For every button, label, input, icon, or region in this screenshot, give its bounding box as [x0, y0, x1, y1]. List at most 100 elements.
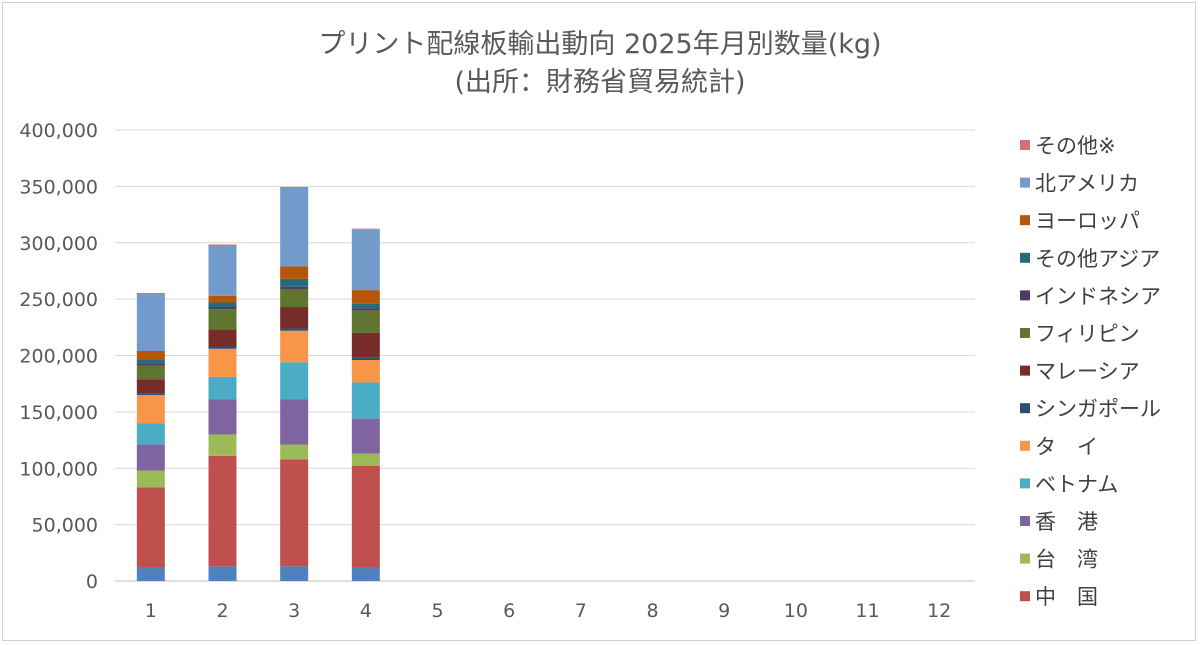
bar-segment — [351, 465, 380, 568]
legend-swatch — [1020, 215, 1030, 226]
legend-label: シンガポール — [1035, 397, 1161, 421]
bar-segment — [351, 360, 380, 383]
legend-label: マレーシア — [1035, 360, 1140, 384]
y-tick-label: 400,000 — [19, 120, 98, 142]
legend-label: 台 湾 — [1035, 548, 1098, 572]
bar-segment — [351, 228, 380, 230]
bar-segment — [280, 328, 309, 331]
bar-segment — [351, 310, 380, 333]
bar-segment — [351, 290, 380, 304]
bar-segment — [136, 365, 165, 380]
bar-segment — [351, 229, 380, 291]
y-tick-label: 300,000 — [19, 233, 98, 255]
legend-label: その他※ — [1035, 134, 1116, 158]
bar-segment — [136, 363, 165, 366]
bar-segment — [136, 350, 165, 361]
x-tick-label: 11 — [855, 600, 879, 622]
y-tick-label: 0 — [86, 571, 98, 593]
y-tick-label: 150,000 — [19, 402, 98, 424]
legend-label: タ イ — [1035, 435, 1098, 459]
legend-label: 中 国 — [1035, 585, 1098, 609]
bar-segment — [280, 399, 309, 445]
bar-segment — [136, 487, 165, 568]
x-tick-label: 4 — [360, 600, 372, 622]
bar-segment — [208, 434, 237, 456]
legend-swatch — [1020, 478, 1030, 489]
bar-segment — [280, 459, 309, 567]
x-tick-label: 5 — [431, 600, 443, 622]
bar-segment — [136, 394, 165, 424]
bar-segment — [136, 567, 165, 581]
bar-segment — [280, 288, 309, 308]
y-tick-label: 100,000 — [19, 458, 98, 480]
bar-segment — [351, 453, 380, 466]
bar-segment — [136, 292, 165, 294]
bar-segment — [351, 567, 380, 581]
legend-swatch — [1020, 591, 1030, 602]
bar-segment — [208, 346, 237, 349]
bar-segment — [136, 360, 165, 364]
bar-segment — [280, 362, 309, 400]
x-tick-label: 3 — [288, 600, 300, 622]
legend-swatch — [1020, 553, 1030, 564]
legend-swatch — [1020, 290, 1030, 301]
x-tick-label: 2 — [216, 600, 228, 622]
bar-segment — [136, 293, 165, 351]
y-tick-label: 250,000 — [19, 289, 98, 311]
bar-segment — [280, 266, 309, 279]
bar-segment — [208, 348, 237, 377]
bar-segment — [136, 379, 165, 394]
bars — [136, 186, 380, 581]
bar-segment — [351, 357, 380, 361]
bar-segment — [208, 302, 237, 308]
bar-segment — [351, 382, 380, 419]
legend-swatch — [1020, 440, 1030, 451]
legend-swatch — [1020, 365, 1030, 376]
bar-segment — [280, 330, 309, 363]
bar-segment — [280, 307, 309, 329]
legend-label: フィリピン — [1035, 322, 1140, 346]
gridlines — [115, 129, 975, 582]
x-tick-label: 12 — [927, 600, 951, 622]
bar-segment — [208, 329, 237, 347]
legend-swatch — [1020, 403, 1030, 414]
bar-segment — [208, 245, 237, 296]
bar-segment — [136, 470, 165, 488]
bar-segment — [208, 455, 237, 567]
y-tick-label: 200,000 — [19, 346, 98, 368]
bar-segment — [351, 308, 380, 311]
bar-segment — [208, 399, 237, 435]
x-tick-label: 9 — [718, 600, 730, 622]
bar-segment — [136, 393, 165, 395]
legend-swatch — [1020, 516, 1030, 526]
x-axis-ticks: 1 2 3 4 5 6 7 8 9 10 11 12 — [145, 600, 951, 622]
bar-segment — [280, 286, 309, 289]
bar-segment — [280, 187, 309, 267]
x-tick-label: 8 — [646, 600, 658, 622]
legend-label: 香 港 — [1035, 510, 1098, 534]
bar-segment — [208, 309, 237, 330]
legend: その他※ 北アメリカヨーロッパその他アジアインドネシアフィリピンマレーシアシンガポ… — [1020, 134, 1161, 609]
bar-segment — [136, 444, 165, 471]
bar-segment — [208, 244, 237, 246]
bar-segment — [280, 278, 309, 287]
x-tick-label: 10 — [784, 600, 808, 622]
bar-segment — [208, 566, 237, 581]
bar-segment — [136, 423, 165, 445]
bar-segment — [351, 303, 380, 309]
bar-segment — [208, 376, 237, 400]
x-tick-label: 6 — [503, 600, 515, 622]
chart-title: プリント配線板輸出動向 2025年月別数量(kg) — [318, 29, 882, 60]
bar-segment — [351, 332, 380, 358]
legend-swatch — [1020, 252, 1030, 263]
x-tick-label: 7 — [575, 600, 587, 622]
bar-segment — [280, 566, 309, 581]
y-tick-label: 350,000 — [19, 176, 98, 198]
legend-label: ヨーロッパ — [1035, 209, 1140, 233]
legend-label: ベトナム — [1035, 472, 1118, 496]
bar-segment — [208, 307, 237, 310]
y-tick-label: 50,000 — [32, 515, 98, 537]
legend-swatch — [1020, 177, 1030, 188]
